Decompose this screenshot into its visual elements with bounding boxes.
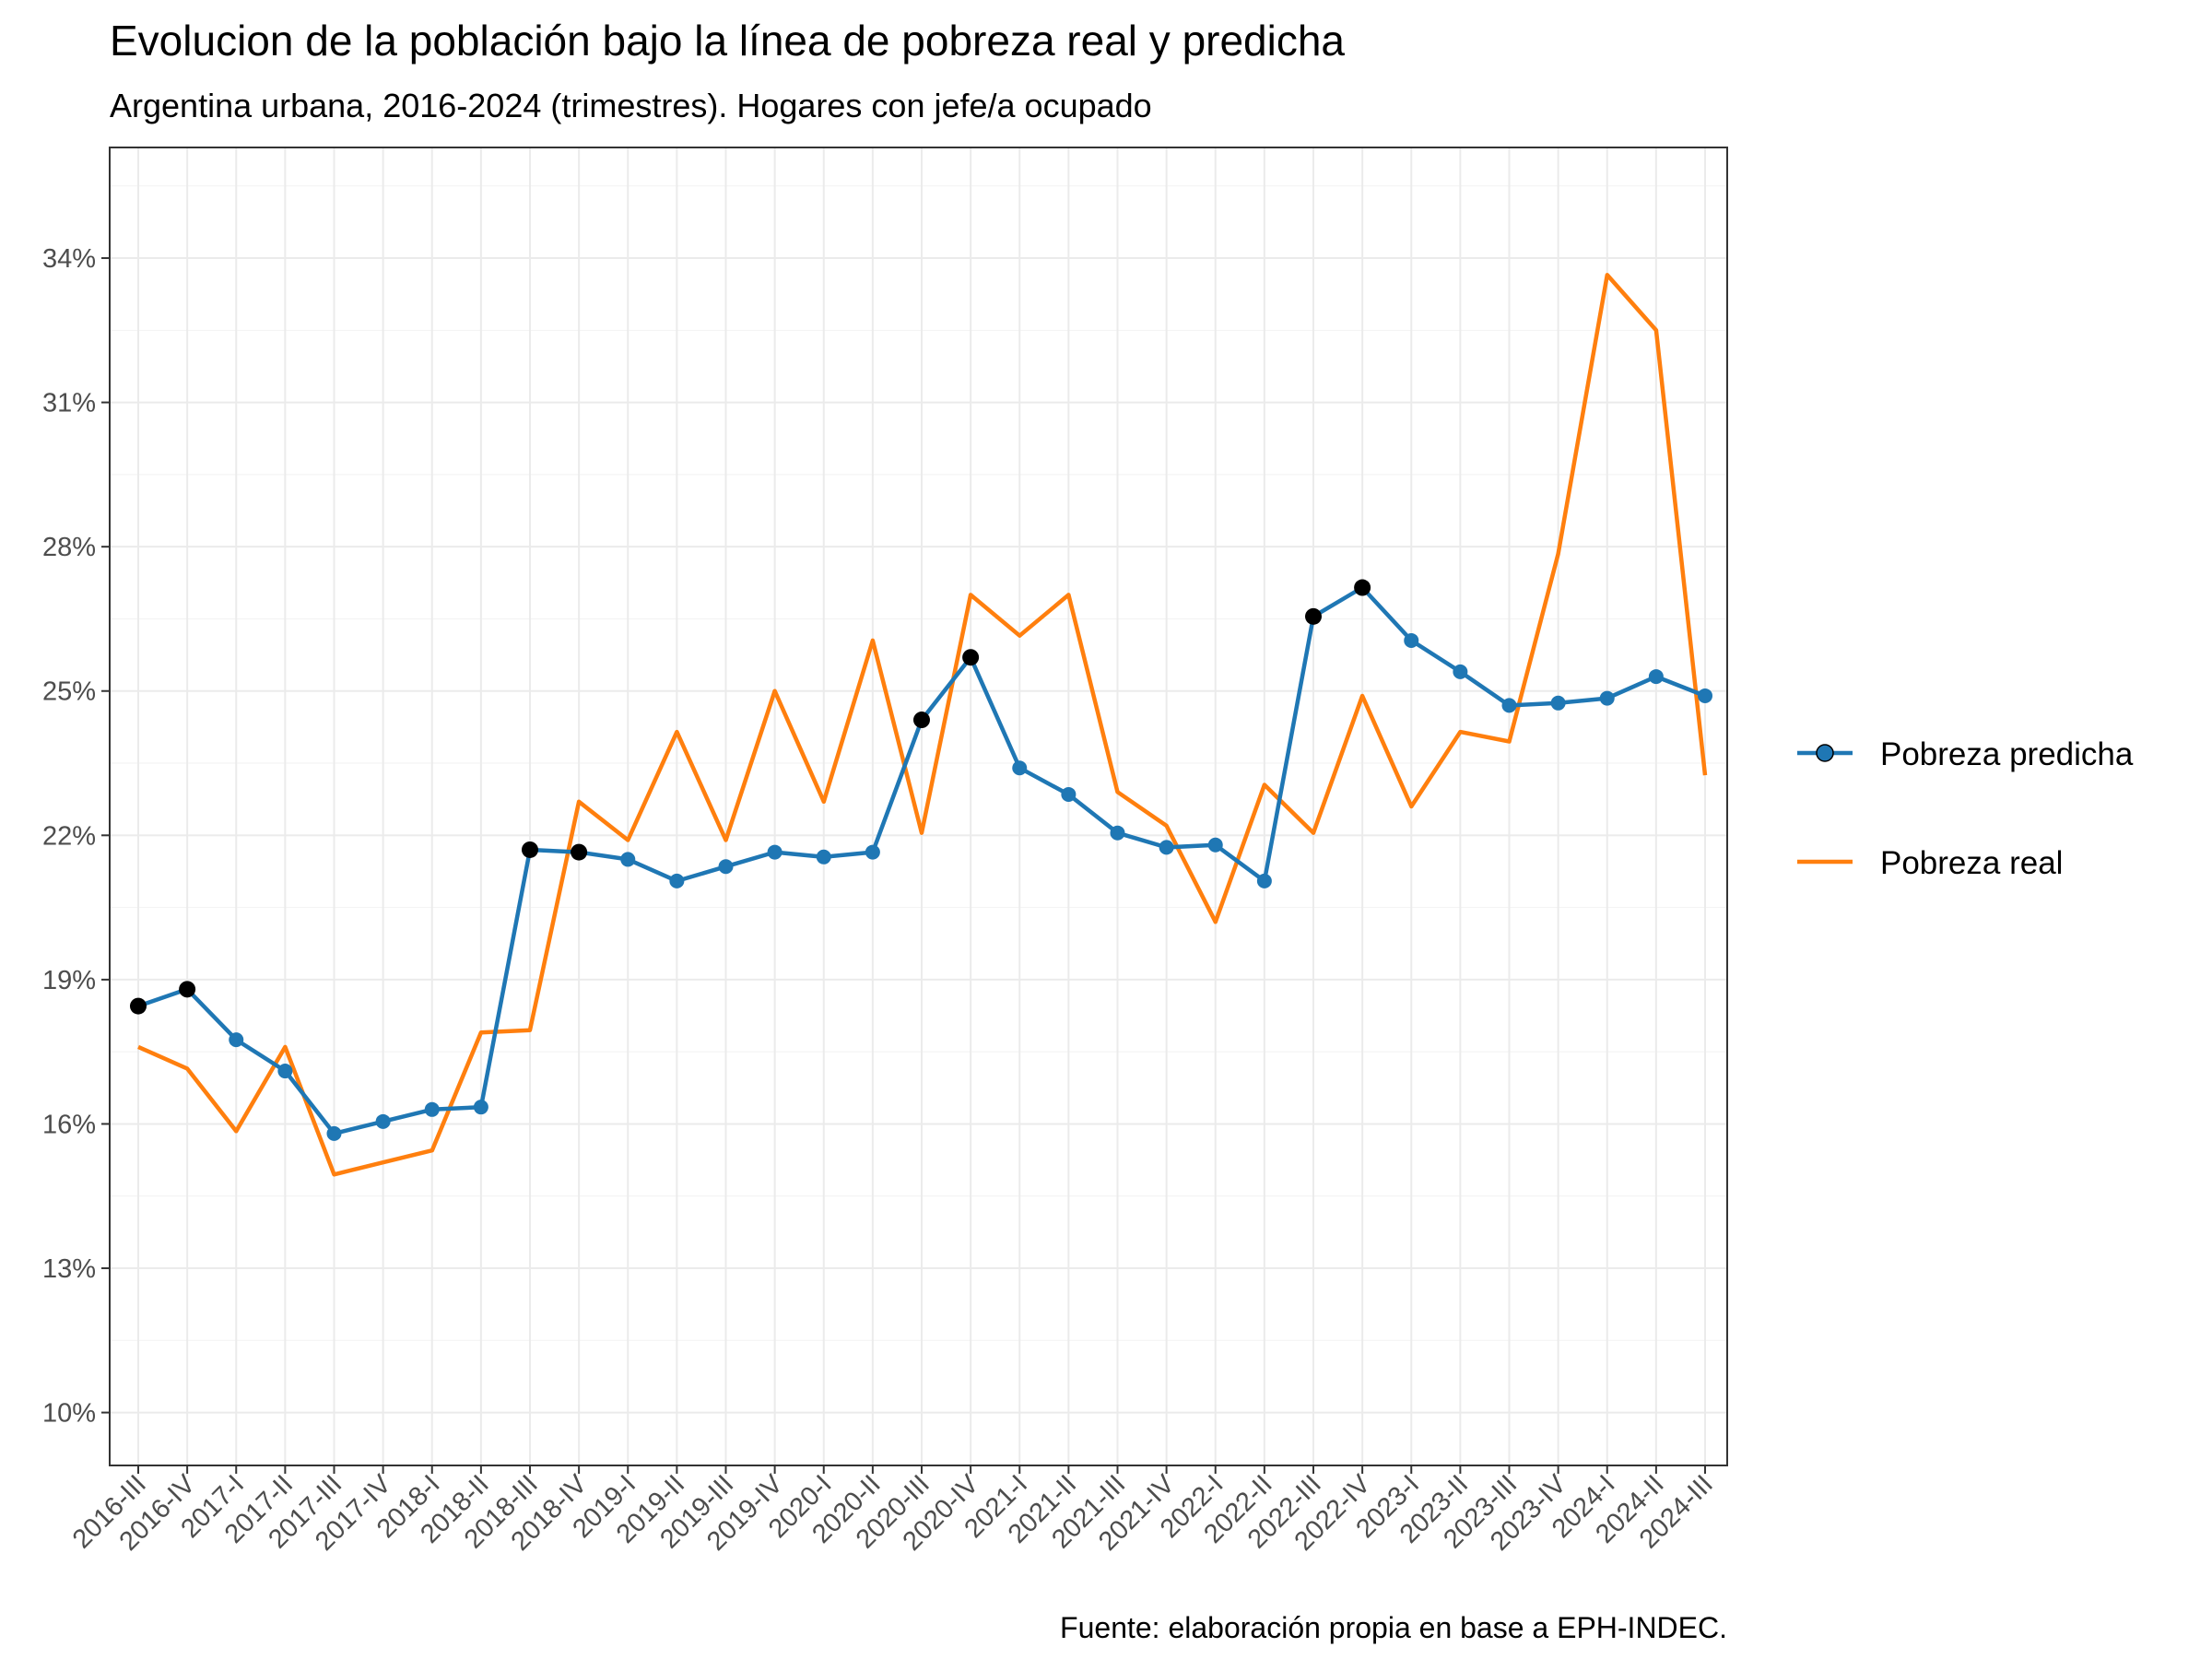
highlighted-point	[962, 649, 980, 666]
data-point	[229, 1032, 244, 1048]
y-tick-label: 19%	[42, 966, 96, 995]
data-point	[1061, 786, 1077, 802]
y-axis: 10% 13% 16% 19% 22% 25% 28% 31% 34%	[42, 244, 110, 1429]
highlighted-point	[179, 981, 196, 998]
plot-border	[109, 147, 1728, 1466]
highlighted-point	[571, 843, 588, 861]
chart-title: Evolucion de la población bajo la línea …	[110, 17, 1345, 65]
line-pobreza-real	[137, 273, 1708, 1177]
highlighted-point	[522, 841, 538, 858]
chart-subtitle: Argentina urbana, 2016-2024 (trimestres)…	[110, 87, 1152, 124]
data-point	[1404, 632, 1419, 648]
data-point	[1207, 837, 1223, 853]
data-point	[1110, 825, 1125, 841]
series-pobreza-predicha	[130, 579, 1712, 1141]
data-point	[375, 1113, 391, 1129]
y-tick-label: 13%	[42, 1254, 96, 1284]
data-point	[1256, 873, 1272, 888]
data-point	[277, 1064, 293, 1079]
x-axis: 2016-III2016-IV2017-I2017-II2017-III2017…	[67, 1465, 1719, 1557]
y-tick-label: 22%	[42, 821, 96, 851]
grid	[110, 147, 1727, 1465]
data-point	[669, 873, 685, 888]
data-point	[1698, 688, 1712, 703]
data-point	[816, 849, 831, 865]
data-point	[424, 1101, 440, 1117]
data-point	[1599, 690, 1615, 706]
data-point	[620, 852, 636, 867]
y-tick-label: 10%	[42, 1399, 96, 1429]
data-point	[865, 844, 880, 860]
y-tick-label: 16%	[42, 1110, 96, 1139]
y-tick-label: 34%	[42, 244, 96, 274]
data-point	[1159, 840, 1174, 855]
highlighted-point	[1305, 607, 1322, 625]
data-point	[473, 1100, 488, 1115]
data-point	[1501, 698, 1517, 713]
data-point	[326, 1125, 342, 1141]
y-tick-label: 31%	[42, 389, 96, 418]
y-tick-label: 25%	[42, 677, 96, 707]
data-point	[767, 844, 782, 860]
data-point	[1550, 695, 1566, 711]
highlighted-point	[913, 712, 930, 729]
data-point	[1012, 760, 1028, 776]
chart-caption: Fuente: elaboración propia en base a EPH…	[1060, 1611, 1727, 1644]
legend-marker-pobreza-predicha	[1816, 744, 1834, 762]
y-tick-label: 28%	[42, 533, 96, 562]
legend: Pobreza predicha Pobreza real	[1797, 736, 2134, 881]
highlighted-point	[130, 997, 147, 1015]
data-point	[718, 859, 734, 875]
data-point	[1648, 669, 1664, 685]
legend-label-pobreza-real: Pobreza real	[1880, 845, 2063, 881]
highlighted-point	[1354, 579, 1371, 596]
data-point	[1453, 664, 1468, 679]
series-pobreza-real	[137, 273, 1708, 1177]
legend-label-pobreza-predicha: Pobreza predicha	[1880, 736, 2134, 772]
